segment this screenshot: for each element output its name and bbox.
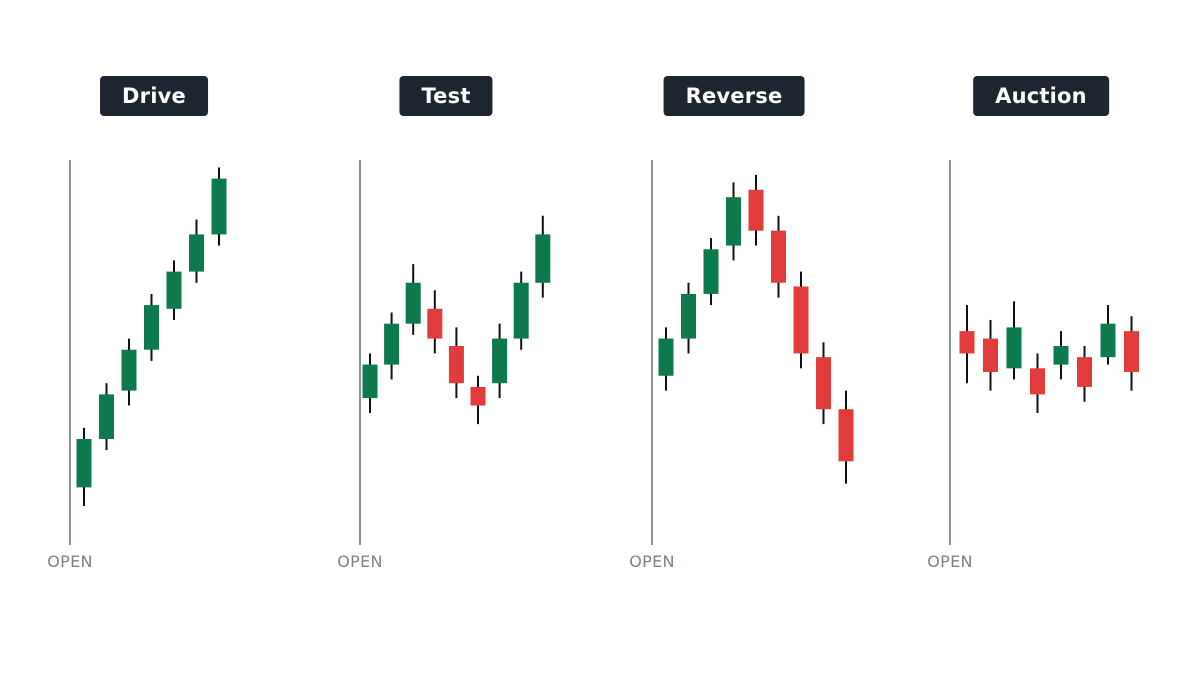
candle-body [838,409,854,462]
candle-body [1100,323,1116,358]
candlestick-plot [651,160,854,545]
candle-body [535,234,551,283]
open-label: OPEN [337,552,383,571]
candle-body [816,357,831,410]
candle-body [983,338,998,373]
candle-body [748,189,764,231]
bullish-candle [658,327,674,391]
panel-test: Test OPEN [290,0,590,675]
candle-body [1030,368,1045,395]
bearish-candle [748,174,764,246]
bullish-candle [384,312,400,380]
bullish-candle [166,260,182,320]
panel-title-badge: Test [399,76,493,116]
candle-body [189,234,204,272]
candle-body [513,282,529,339]
bullish-candle [1053,331,1069,380]
candle-body [144,305,159,350]
candle-body [470,386,486,406]
bearish-candle [427,290,443,354]
bearish-candle [793,271,809,369]
panel-auction: Auction OPEN [880,0,1180,675]
bearish-candle [1077,346,1092,402]
bullish-candle [513,271,529,350]
bullish-candle [405,264,421,335]
candle-body [726,197,741,246]
bullish-candle [76,427,92,506]
bullish-candle [726,182,741,261]
panel-title-badge: Auction [973,76,1109,116]
candle-body [681,293,696,339]
candle-body [1006,327,1022,369]
candle-body [405,282,421,324]
candlestick-plot [359,160,551,545]
panel-drive: Drive OPEN [0,0,300,675]
panel-reverse: Reverse OPEN [582,0,882,675]
bullish-candle [703,238,719,306]
candle-body [362,364,378,399]
bullish-candle [1100,305,1116,365]
bearish-candle [470,375,486,425]
candle-body [76,439,92,488]
open-label: OPEN [927,552,973,571]
candle-body [166,271,182,309]
candle-body [959,331,975,354]
bearish-candle [1124,316,1139,391]
panel-title-badge: Reverse [663,76,805,116]
bullish-candle [1006,301,1022,380]
candle-body [448,346,464,384]
candle-body [99,394,114,439]
bearish-candle [1030,353,1045,413]
candle-body [1053,346,1069,365]
candle-body [1077,357,1092,387]
candle-body [384,323,400,365]
bullish-candle [189,219,204,283]
candle-body [771,230,786,283]
candle-body [427,308,443,339]
candle-body [211,178,227,235]
open-label: OPEN [629,552,675,571]
candle-body [492,338,508,384]
candle-body [793,286,809,354]
bullish-candle [492,323,508,399]
bearish-candle [771,215,786,298]
candle-body [1124,331,1139,373]
bullish-candle [681,282,696,354]
bullish-candle [99,383,114,451]
bullish-candle [211,167,227,246]
bearish-candle [983,319,998,391]
candlestick-plot [949,160,1139,545]
candle-body [121,349,137,391]
bullish-candle [535,215,551,298]
open-label: OPEN [47,552,93,571]
bullish-candle [121,338,137,406]
bearish-candle [959,305,975,384]
bullish-candle [144,293,159,361]
bearish-candle [448,327,464,399]
candle-body [703,249,719,294]
panel-title-badge: Drive [100,76,208,116]
candlestick-plot [69,160,227,545]
bullish-candle [362,353,378,413]
bearish-candle [838,390,854,484]
bearish-candle [816,342,831,425]
candle-body [658,338,674,376]
